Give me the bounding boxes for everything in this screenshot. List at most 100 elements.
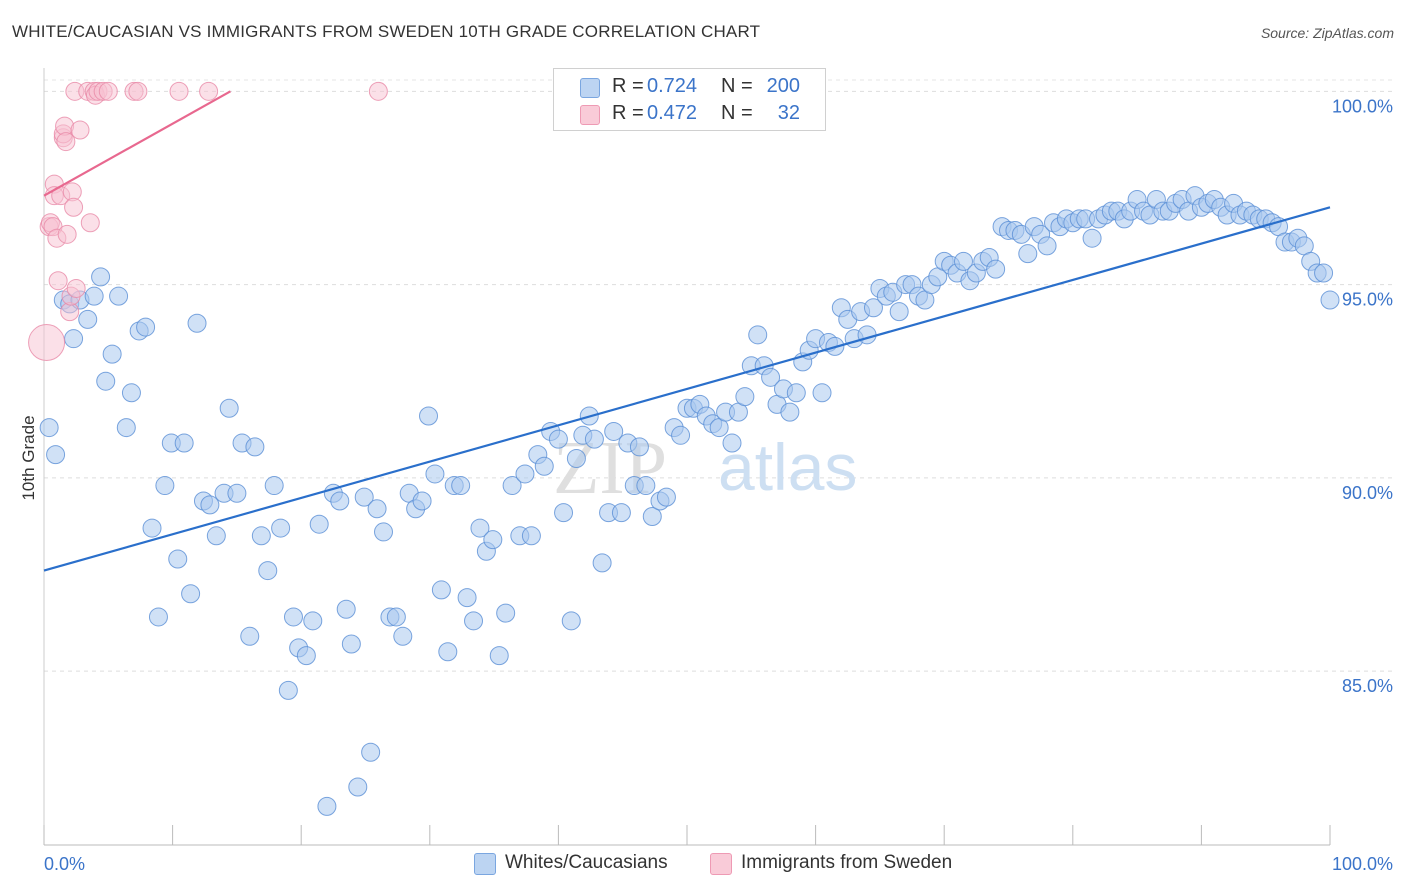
point-whites <box>483 530 503 550</box>
point-whites <box>419 406 439 426</box>
point-whites <box>1082 228 1102 248</box>
point-whites <box>812 383 832 403</box>
point-whites <box>393 626 413 646</box>
point-whites <box>348 777 368 797</box>
point-whites <box>748 325 768 345</box>
y-tick-label: 100.0% <box>1332 96 1393 116</box>
point-whites <box>515 464 535 484</box>
legend-r-label: R = <box>612 75 644 97</box>
point-whites <box>1018 244 1038 264</box>
point-whites <box>136 317 156 337</box>
chart-title: WHITE/CAUCASIAN VS IMMIGRANTS FROM SWEDE… <box>12 22 761 41</box>
point-whites <box>953 251 973 271</box>
trend-line-whites <box>43 206 1331 572</box>
point-whites <box>303 611 323 631</box>
legend-n-value: 32 <box>777 102 800 124</box>
point-whites <box>317 796 337 816</box>
grid-lines <box>44 79 1395 672</box>
point-whites <box>271 518 291 538</box>
point-sweden <box>169 81 189 101</box>
point-whites <box>336 599 356 619</box>
point-whites <box>341 634 361 654</box>
legend-swatch-pink <box>580 105 600 125</box>
point-whites <box>496 603 516 623</box>
point-sweden <box>368 81 388 101</box>
series-whites <box>39 186 1340 816</box>
trend-line-sweden <box>43 90 232 197</box>
point-sweden <box>128 81 148 101</box>
point-sweden <box>56 132 76 152</box>
point-whites <box>611 503 631 523</box>
point-whites <box>258 561 278 581</box>
point-sweden <box>66 278 86 298</box>
legend-row-whites: R = 0.724 N = 200 <box>554 74 825 100</box>
legend-r-value: 0.724 <box>647 75 698 97</box>
point-whites <box>464 611 484 631</box>
point-whites <box>91 267 111 287</box>
point-whites <box>489 646 509 666</box>
point-whites <box>96 371 116 391</box>
y-tick-label: 95.0% <box>1342 290 1393 310</box>
point-whites <box>227 483 247 503</box>
point-whites <box>592 553 612 573</box>
point-whites <box>219 398 239 418</box>
point-whites <box>863 298 883 318</box>
y-tick-label: 85.0% <box>1342 676 1393 696</box>
legend-n-label: N = <box>721 75 753 97</box>
point-whites <box>240 626 260 646</box>
legend-swatch-blue <box>580 78 600 98</box>
point-whites <box>386 607 406 627</box>
y-axis-label: 10th Grade <box>19 415 38 500</box>
point-whites <box>1314 263 1334 283</box>
point-sweden <box>199 81 219 101</box>
point-whites <box>986 259 1006 279</box>
trend-lines <box>43 90 1331 572</box>
point-whites <box>412 491 432 511</box>
point-whites <box>642 506 662 526</box>
legend-n-value: 200 <box>766 75 800 97</box>
point-whites <box>1320 290 1340 310</box>
point-whites <box>780 402 800 422</box>
point-sweden <box>57 224 77 244</box>
point-sweden <box>80 213 100 233</box>
series-sweden <box>28 81 388 362</box>
legend-n-label: N = <box>721 102 753 124</box>
point-sweden <box>28 324 66 362</box>
point-whites <box>566 449 586 468</box>
legend-r-label: R = <box>612 102 644 124</box>
point-whites <box>155 476 175 496</box>
point-whites <box>181 584 201 604</box>
point-whites <box>561 611 581 631</box>
legend-r-value: 0.472 <box>647 102 698 124</box>
point-whites <box>786 383 806 403</box>
point-whites <box>84 286 104 306</box>
point-whites <box>470 518 490 538</box>
point-whites <box>174 433 194 453</box>
point-whites <box>457 588 477 608</box>
point-whites <box>521 526 541 546</box>
point-whites <box>142 518 162 538</box>
point-whites <box>361 742 381 762</box>
point-whites <box>278 680 298 700</box>
point-whites <box>534 456 554 476</box>
point-whites <box>374 522 394 542</box>
point-whites <box>431 580 451 600</box>
point-whites <box>554 503 574 523</box>
point-whites <box>548 429 568 449</box>
point-whites <box>102 344 122 364</box>
point-whites <box>438 642 458 662</box>
point-whites <box>735 387 755 407</box>
point-whites <box>116 418 136 438</box>
point-whites <box>264 476 284 496</box>
point-sweden <box>64 197 84 217</box>
point-whites <box>584 429 604 449</box>
point-whites <box>367 499 387 519</box>
point-whites <box>187 313 207 333</box>
point-whites <box>109 286 129 306</box>
legend-swatch-blue <box>474 853 496 875</box>
point-whites <box>425 464 445 484</box>
point-whites <box>451 476 471 496</box>
point-whites <box>656 487 676 507</box>
source-credit: Source: ZipAtlas.com <box>1260 25 1394 41</box>
